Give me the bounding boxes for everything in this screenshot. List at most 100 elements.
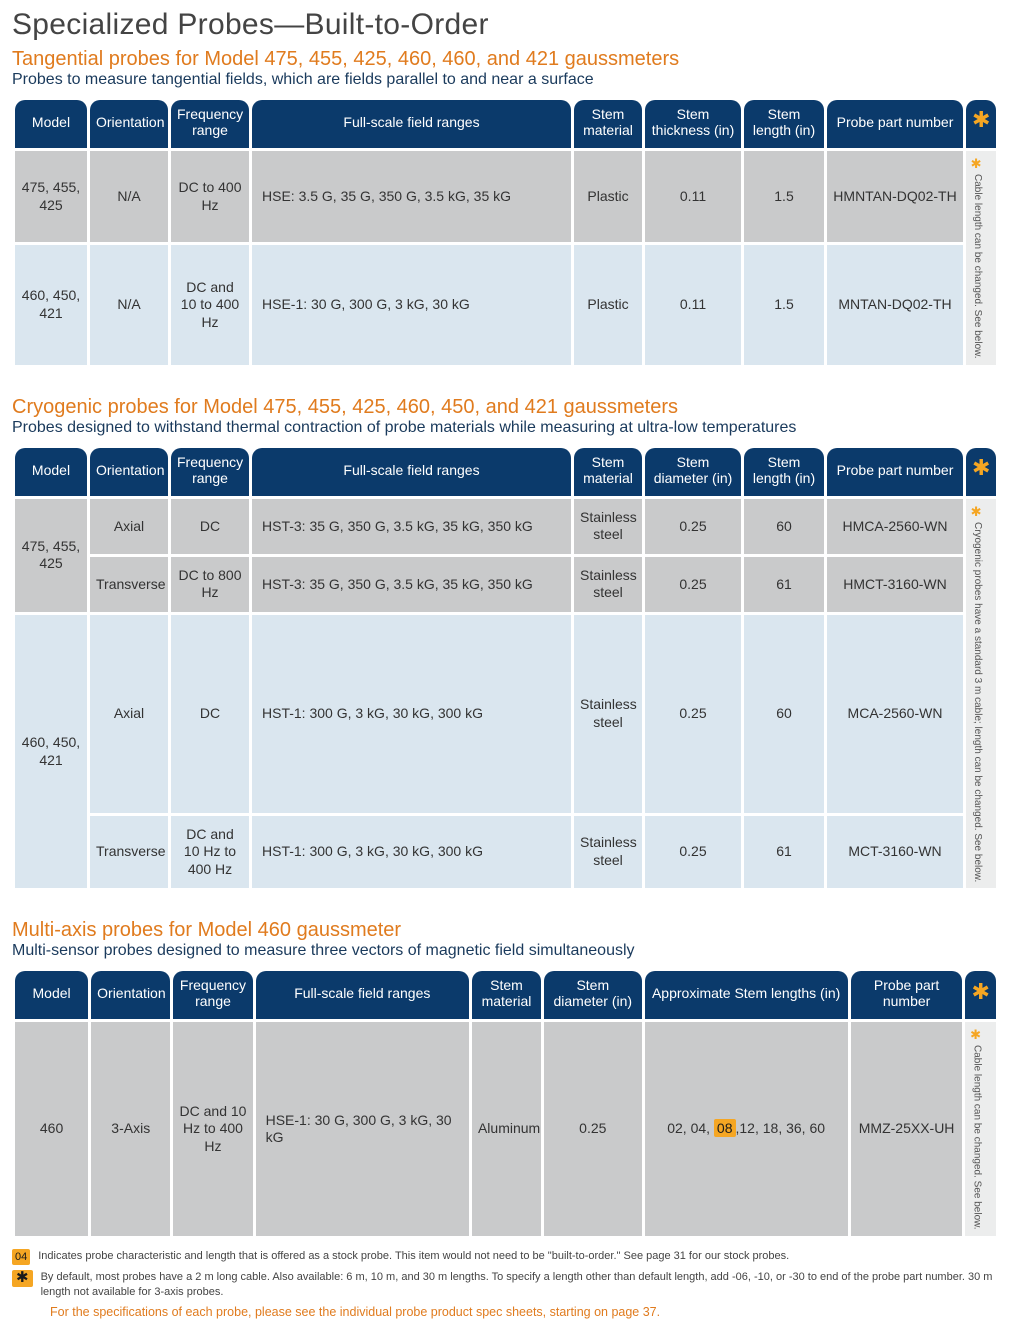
side-note-text: Cable length can be changed. See below. (970, 1045, 982, 1230)
cell: DC and 10 Hz to 400 Hz (173, 1022, 252, 1236)
col-diameter: Stem diameter (in) (645, 448, 741, 496)
cell: MCA-2560-WN (827, 615, 963, 813)
col-orientation: Orientation (90, 100, 168, 148)
side-note-cell: ✱Cryogenic probes have a standard 3 m ca… (966, 499, 996, 888)
section-subtitle: Multi-sensor probes designed to measure … (12, 942, 999, 960)
cell: DC (171, 499, 249, 554)
len-post: ,12, 18, 36, 60 (736, 1120, 826, 1136)
col-material: Stem material (574, 448, 642, 496)
cell: DC (171, 615, 249, 813)
table-row: 460 3-Axis DC and 10 Hz to 400 Hz HSE-1:… (15, 1022, 996, 1236)
col-material: Stem material (472, 971, 541, 1019)
footnote-2: ✱ By default, most probes have a 2 m lon… (12, 1270, 999, 1299)
section-subtitle: Probes to measure tangential fields, whi… (12, 71, 999, 89)
side-note-text: Cryogenic probes have a standard 3 m cab… (971, 522, 983, 882)
col-part: Probe part number (827, 448, 963, 496)
section-title: Cryogenic probes for Model 475, 455, 425… (12, 396, 999, 419)
col-diameter: Stem diameter (in) (544, 971, 642, 1019)
cell: HST-3: 35 G, 350 G, 3.5 kG, 35 kG, 350 k… (252, 499, 571, 554)
cell: Transverse (90, 816, 168, 889)
cell: Aluminum (472, 1022, 541, 1236)
cell: N/A (90, 245, 168, 365)
cell: Plastic (574, 151, 642, 242)
page-title: Specialized Probes—Built-to-Order (12, 8, 999, 42)
cell: HMNTAN-DQ02-TH (827, 151, 963, 242)
cell: 61 (744, 816, 824, 889)
cell: DC and 10 to 400 Hz (171, 245, 249, 365)
col-model: Model (15, 971, 88, 1019)
cell-model: 475, 455, 425 (15, 499, 87, 612)
cell: Stainless steel (574, 615, 642, 813)
cell: 0.25 (645, 557, 741, 612)
cell: 61 (744, 557, 824, 612)
col-orientation: Orientation (91, 971, 170, 1019)
table-row: 460, 450, 421 Axial DC HST-1: 300 G, 3 k… (15, 615, 996, 813)
len-pre: 02, 04, (667, 1120, 714, 1136)
cell: 0.11 (645, 151, 741, 242)
cell: HSE-1: 30 G, 300 G, 3 kG, 30 kG (252, 245, 571, 365)
cell: 0.11 (645, 245, 741, 365)
cell: MCT-3160-WN (827, 816, 963, 889)
section-title: Multi-axis probes for Model 460 gaussmet… (12, 919, 999, 942)
col-star-icon: ✱ (965, 971, 996, 1019)
cell: HMCA-2560-WN (827, 499, 963, 554)
col-part: Probe part number (851, 971, 963, 1019)
cell: 3-Axis (91, 1022, 170, 1236)
cell: 0.25 (645, 499, 741, 554)
tangential-section: Tangential probes for Model 475, 455, 42… (12, 48, 999, 368)
cryogenic-section: Cryogenic probes for Model 475, 455, 425… (12, 396, 999, 891)
col-thickness: Stem thickness (in) (645, 100, 741, 148)
table-row: Transverse DC to 800 Hz HST-3: 35 G, 350… (15, 557, 996, 612)
table-row: 475, 455, 425 N/A DC to 400 Hz HSE: 3.5 … (15, 151, 996, 242)
col-model: Model (15, 100, 87, 148)
table-row: 475, 455, 425 Axial DC HST-3: 35 G, 350 … (15, 499, 996, 554)
section-subtitle: Probes designed to withstand thermal con… (12, 419, 999, 437)
col-range: Full-scale field ranges (256, 971, 469, 1019)
cell: Stainless steel (574, 557, 642, 612)
cell: HST-1: 300 G, 3 kG, 30 kG, 300 kG (252, 615, 571, 813)
col-part: Probe part number (827, 100, 963, 148)
cell: HST-3: 35 G, 350 G, 3.5 kG, 35 kG, 350 k… (252, 557, 571, 612)
cell: Axial (90, 499, 168, 554)
col-star-icon: ✱ (966, 448, 996, 496)
cell: DC to 400 Hz (171, 151, 249, 242)
side-note-cell: ✱Cable length can be changed. See below. (966, 151, 996, 365)
section-title: Tangential probes for Model 475, 455, 42… (12, 48, 999, 71)
cell: DC and 10 Hz to 400 Hz (171, 816, 249, 889)
len-highlight: 08 (714, 1119, 736, 1137)
col-model: Model (15, 448, 87, 496)
cell: 1.5 (744, 245, 824, 365)
col-range: Full-scale field ranges (252, 448, 571, 496)
col-material: Stem material (574, 100, 642, 148)
cell: 60 (744, 499, 824, 554)
cell: 460, 450, 421 (15, 245, 87, 365)
cell: N/A (90, 151, 168, 242)
multiaxis-section: Multi-axis probes for Model 460 gaussmet… (12, 919, 999, 1239)
cell: 0.25 (544, 1022, 642, 1236)
cell-model: 460, 450, 421 (15, 615, 87, 888)
cell: HSE-1: 30 G, 300 G, 3 kG, 30 kG (256, 1022, 469, 1236)
footnotes: 04 Indicates probe characteristic and le… (12, 1249, 999, 1319)
table-row: 460, 450, 421 N/A DC and 10 to 400 Hz HS… (15, 245, 996, 365)
cell: 1.5 (744, 151, 824, 242)
cell: MNTAN-DQ02-TH (827, 245, 963, 365)
cell: Plastic (574, 245, 642, 365)
footnote-icon-04: 04 (12, 1249, 30, 1265)
footnote-3: For the specifications of each probe, pl… (50, 1305, 999, 1319)
cell-stem-lengths: 02, 04, 08,12, 18, 36, 60 (645, 1022, 848, 1236)
cell: HST-1: 300 G, 3 kG, 30 kG, 300 kG (252, 816, 571, 889)
table-row: Transverse DC and 10 Hz to 400 Hz HST-1:… (15, 816, 996, 889)
footnote-text: By default, most probes have a 2 m long … (41, 1270, 999, 1299)
col-length: Stem length (in) (744, 448, 824, 496)
cell: HMCT-3160-WN (827, 557, 963, 612)
multiaxis-table: Model Orientation Frequency range Full-s… (12, 968, 999, 1239)
cell: 0.25 (645, 615, 741, 813)
cell: 60 (744, 615, 824, 813)
side-note-text: Cable length can be changed. See below. (971, 174, 983, 359)
tangential-table: Model Orientation Frequency range Full-s… (12, 97, 999, 368)
col-stem-lengths: Approximate Stem lengths (in) (645, 971, 848, 1019)
col-freq: Frequency range (171, 100, 249, 148)
cell: 460 (15, 1022, 88, 1236)
col-freq: Frequency range (171, 448, 249, 496)
col-range: Full-scale field ranges (252, 100, 571, 148)
